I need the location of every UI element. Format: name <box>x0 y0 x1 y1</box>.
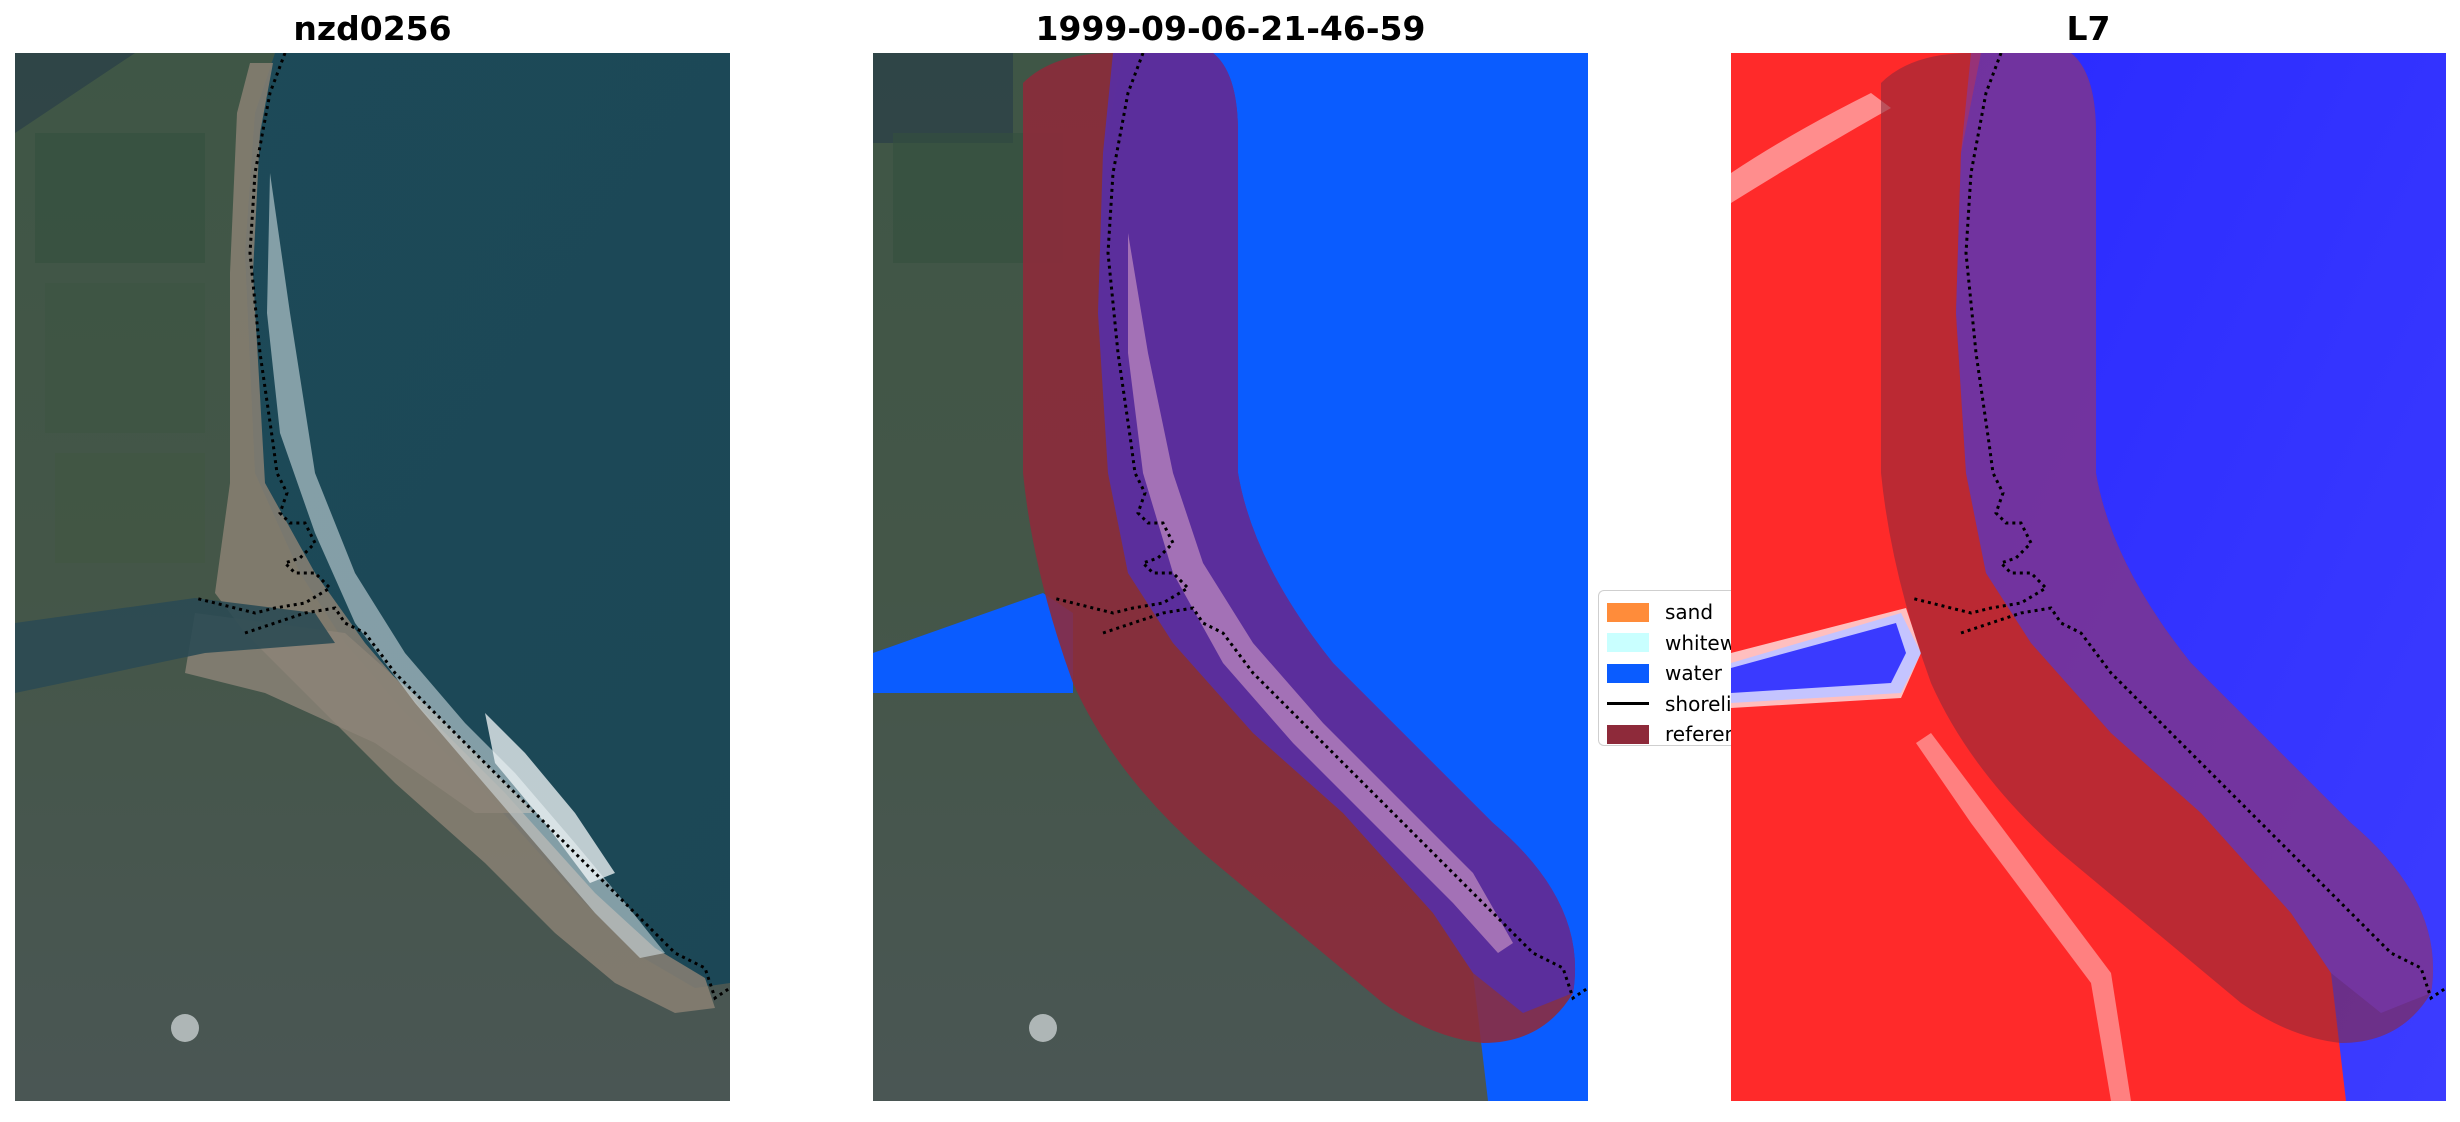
panel-title-classification: 1999-09-06-21-46-59 <box>1035 9 1426 48</box>
legend-item-water: water <box>1599 658 1732 689</box>
legend-item-sand: sand <box>1599 597 1732 628</box>
shoreline-swatch <box>1607 702 1649 706</box>
legend-label: reference shoreline buffer <box>1665 722 1732 746</box>
index-image <box>1731 53 2446 1101</box>
whitewater-swatch <box>1607 633 1649 653</box>
rgb-image <box>15 53 730 1101</box>
legend-label: shoreline <box>1665 691 1732 716</box>
water-swatch <box>1607 663 1649 683</box>
legend-label: sand <box>1665 600 1714 625</box>
index-panel <box>1731 53 2446 1101</box>
panel-title-rgb: nzd0256 <box>293 9 452 48</box>
classification-image <box>873 53 1588 1101</box>
shoreline-path <box>194 53 730 1001</box>
classification-panel <box>873 53 1588 1101</box>
rgb-image-panel <box>15 53 730 1101</box>
sand-swatch <box>1607 602 1649 622</box>
legend-item-shoreline: shoreline <box>1599 689 1732 720</box>
buffer-swatch <box>1607 724 1649 744</box>
legend-item-buffer: reference shoreline buffer <box>1599 719 1732 746</box>
legend-label: water <box>1665 661 1722 686</box>
panel-title-index: L7 <box>2066 9 2111 48</box>
